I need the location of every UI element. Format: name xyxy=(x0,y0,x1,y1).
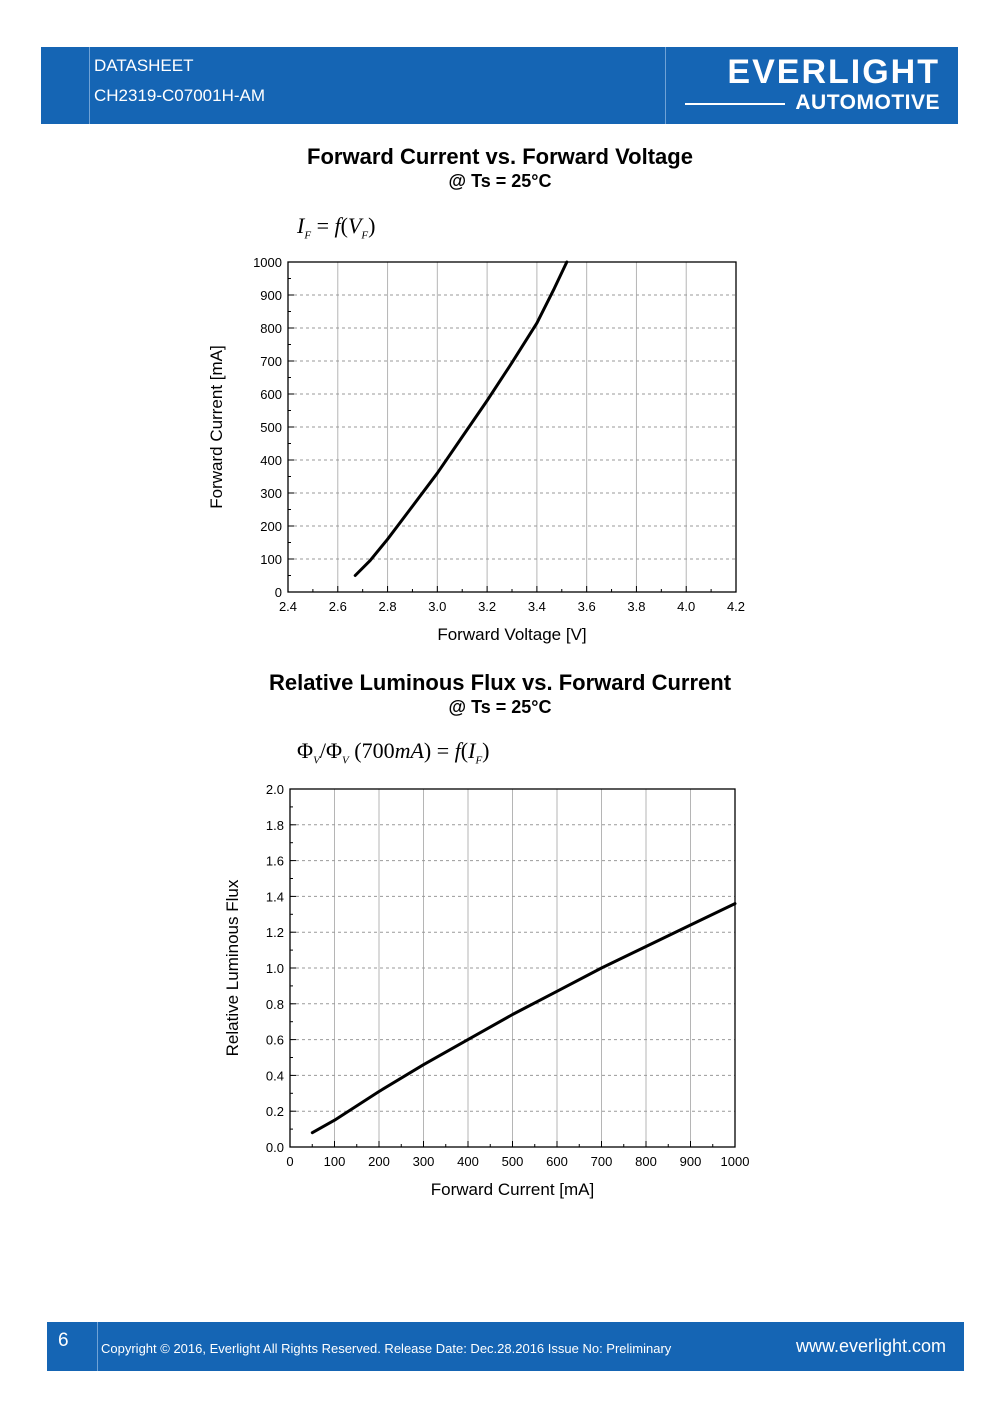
copyright-text: Copyright © 2016, Everlight All Rights R… xyxy=(101,1341,672,1356)
chart1-xtick-label: 4.0 xyxy=(677,599,695,614)
chart1-subtitle: @ Ts = 25°C xyxy=(448,171,552,191)
chart2-xtick-label: 800 xyxy=(635,1154,657,1169)
chart2-series-line xyxy=(310,902,737,1135)
footer-divider xyxy=(97,1322,98,1371)
page-header: DATASHEET CH2319-C07001H-AM EVERLIGHT AU… xyxy=(41,47,958,124)
logo-rule xyxy=(685,103,785,105)
chart2-xtick-label: 900 xyxy=(680,1154,702,1169)
chart1-xtick-label: 3.0 xyxy=(428,599,446,614)
chart1-ytick-label: 200 xyxy=(260,519,282,534)
chart1-ytick-label: 800 xyxy=(260,321,282,336)
chart2-xtick-label: 200 xyxy=(368,1154,390,1169)
chart2-ytick-label: 0.4 xyxy=(266,1068,284,1083)
chart2-xtick-label: 0 xyxy=(286,1154,293,1169)
chart2-ytick-label: 1.6 xyxy=(266,854,284,869)
chart1-ytick-label: 700 xyxy=(260,354,282,369)
brand-logo: EVERLIGHT xyxy=(727,53,940,91)
chart2-ytick-label: 1.8 xyxy=(266,818,284,833)
chart1-xtick-label: 4.2 xyxy=(727,599,745,614)
chart2-ytick-label: 0.8 xyxy=(266,997,284,1012)
chart2-ytick-label: 1.0 xyxy=(266,961,284,976)
chart1-xtick-label: 3.8 xyxy=(627,599,645,614)
chart2-ytick-label: 0.0 xyxy=(266,1140,284,1155)
chart1-xtick-label: 3.4 xyxy=(528,599,546,614)
chart2-ytick-label: 0.2 xyxy=(266,1104,284,1119)
brand-sub: AUTOMOTIVE xyxy=(795,91,940,114)
chart2-xtick-label: 1000 xyxy=(721,1154,750,1169)
chart2-subtitle: @ Ts = 25°C xyxy=(448,697,552,717)
chart1-formula: IF = f(VF) xyxy=(297,213,376,242)
chart1-xtick-label: 3.2 xyxy=(478,599,496,614)
chart2-xtick-label: 400 xyxy=(457,1154,479,1169)
chart2-ytick-label: 1.2 xyxy=(266,925,284,940)
chart2-xlabel: Forward Current [mA] xyxy=(431,1180,594,1199)
chart1-ytick-label: 1000 xyxy=(253,255,282,270)
chart1-title: Forward Current vs. Forward Voltage xyxy=(307,144,693,169)
chart1-ylabel: Forward Current [mA] xyxy=(207,345,226,508)
chart2-xtick-label: 600 xyxy=(546,1154,568,1169)
chart1-xtick-label: 2.6 xyxy=(329,599,347,614)
chart2-xtick-label: 700 xyxy=(591,1154,613,1169)
chart2-title: Relative Luminous Flux vs. Forward Curre… xyxy=(268,670,732,695)
chart1-xlabel: Forward Voltage [V] xyxy=(437,625,586,644)
chart1-ytick-label: 300 xyxy=(260,486,282,501)
part-number: CH2319-C07001H-AM xyxy=(94,86,266,105)
chart2-xtick-label: 100 xyxy=(324,1154,346,1169)
page-number: 6 xyxy=(58,1330,69,1351)
chart2-ylabel: Relative Luminous Flux xyxy=(223,879,242,1056)
chart2-xtick-label: 500 xyxy=(502,1154,524,1169)
chart1-series-line xyxy=(353,260,569,577)
doc-type: DATASHEET xyxy=(94,56,194,75)
chart2-ytick-label: 1.4 xyxy=(266,889,284,904)
header-divider xyxy=(89,47,90,124)
chart2-ytick-label: 0.6 xyxy=(266,1033,284,1048)
chart1-ytick-label: 900 xyxy=(260,288,282,303)
chart1-ytick-label: 100 xyxy=(260,552,282,567)
chart1-ytick-label: 400 xyxy=(260,453,282,468)
chart1-xtick-label: 3.6 xyxy=(578,599,596,614)
chart1-ytick-label: 0 xyxy=(275,585,282,600)
chart2-ytick-label: 2.0 xyxy=(266,782,284,797)
header-divider-right xyxy=(665,47,666,124)
chart1-ytick-label: 500 xyxy=(260,420,282,435)
chart1-ytick-label: 600 xyxy=(260,387,282,402)
page-footer: 6 Copyright © 2016, Everlight All Rights… xyxy=(47,1322,964,1371)
chart1-xtick-label: 2.4 xyxy=(279,599,297,614)
website-link[interactable]: www.everlight.com xyxy=(795,1336,946,1356)
chart1-xtick-label: 2.8 xyxy=(379,599,397,614)
chart2-xtick-label: 300 xyxy=(413,1154,435,1169)
chart2-formula: ΦV/ΦV (700mA) = f(IF) xyxy=(297,738,490,767)
